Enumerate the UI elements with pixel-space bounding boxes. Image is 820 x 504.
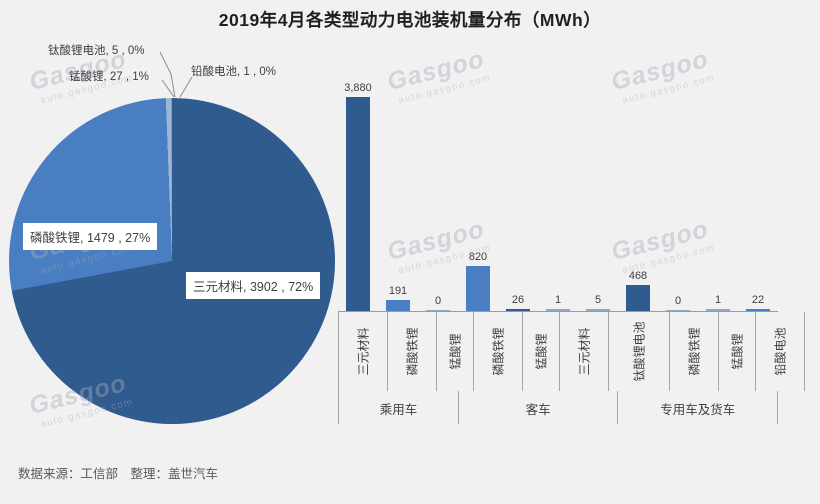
bar-cell: 820 bbox=[458, 83, 498, 311]
material-label: 锰酸锂 bbox=[448, 333, 463, 370]
pie-label-titanate: 钛酸锂电池, 5 , 0% bbox=[48, 45, 145, 57]
material-tick-cell: 锰酸锂 bbox=[437, 312, 475, 391]
material-tick-cell: 磷酸铁锂 bbox=[670, 312, 720, 391]
material-tick-cell: 三元材料 bbox=[560, 312, 610, 391]
bar-专用车及货车-锰酸锂 bbox=[666, 310, 690, 311]
leader-line-manganese bbox=[161, 79, 175, 98]
data-source-note: 数据来源：工信部 整理：盖世汽车 bbox=[18, 467, 219, 481]
material-label: 磷酸铁锂 bbox=[405, 327, 420, 376]
vehicle-group-axis: 乘用车 客车 专用车及货车 bbox=[338, 391, 778, 424]
bar-客车-磷酸铁锂 bbox=[466, 266, 490, 311]
bar-chart: 3,880 191 0 820 26 1 5 468 0 1 22 三元材料 磷酸铁锂 锰酸锂 磷酸铁锂 锰… bbox=[338, 82, 806, 424]
bar-乘用车-三元材料 bbox=[346, 97, 370, 311]
bar-cell: 22 bbox=[738, 83, 778, 311]
bar-专用车及货车-三元材料 bbox=[746, 309, 770, 311]
bar-value-label: 1 bbox=[554, 294, 562, 306]
bar-cell: 0 bbox=[418, 83, 458, 311]
bar-乘用车-锰酸锂 bbox=[426, 310, 450, 311]
bar-value-label: 5 bbox=[594, 294, 602, 306]
material-label: 锰酸锂 bbox=[534, 333, 549, 370]
pie-chart bbox=[9, 98, 335, 424]
material-tick-cell: 磷酸铁锂 bbox=[388, 312, 438, 391]
bar-cell: 26 bbox=[498, 83, 538, 311]
bar-plot-area: 3,880 191 0 820 26 1 5 468 0 1 22 bbox=[338, 82, 778, 312]
bar-cell: 1 bbox=[698, 83, 738, 311]
vehicle-group-label: 乘用车 bbox=[339, 391, 459, 424]
bar-cell: 468 bbox=[618, 83, 658, 311]
material-label: 磷酸铁锂 bbox=[491, 327, 506, 376]
material-label: 三元材料 bbox=[577, 327, 592, 376]
vehicle-group-label: 客车 bbox=[459, 391, 619, 424]
bar-专用车及货车-铅酸电池 bbox=[706, 309, 730, 311]
pie-leader-lines bbox=[159, 51, 193, 98]
bar-value-label: 0 bbox=[434, 295, 442, 307]
bar-value-label: 191 bbox=[388, 285, 408, 297]
pie-label-manganese: 锰酸锂, 27 , 1% bbox=[69, 71, 149, 83]
bar-cell: 0 bbox=[658, 83, 698, 311]
bar-客车-锰酸锂 bbox=[506, 309, 530, 311]
material-tick-cell: 钛酸锂电池 bbox=[609, 312, 671, 391]
vehicle-group-label: 专用车及货车 bbox=[618, 391, 778, 424]
bar-cell: 5 bbox=[578, 83, 618, 311]
bar-客车-钛酸锂电池 bbox=[586, 309, 610, 311]
pie-label-ternary: 三元材料, 3902 , 72% bbox=[186, 272, 321, 299]
bar-value-label: 468 bbox=[628, 270, 648, 282]
bar-cell: 1 bbox=[538, 83, 578, 311]
bar-cell: 3,880 bbox=[338, 82, 378, 311]
material-tick-cell: 锰酸锂 bbox=[719, 312, 757, 391]
material-label: 磷酸铁锂 bbox=[687, 327, 702, 376]
material-label: 铅酸电池 bbox=[773, 327, 788, 376]
material-axis: 三元材料磷酸铁锂锰酸锂磷酸铁锂锰酸锂三元材料钛酸锂电池磷酸铁锂锰酸锂铅酸电池三元… bbox=[338, 312, 806, 391]
bar-专用车及货车-磷酸铁锂 bbox=[626, 285, 650, 311]
chart-title: 2019年4月各类型动力电池装机量分布（MWh） bbox=[218, 10, 602, 30]
leader-line-lead bbox=[179, 76, 193, 98]
material-tick-cell: 磷酸铁锂 bbox=[474, 312, 524, 391]
bar-客车-三元材料 bbox=[546, 309, 570, 311]
bar-value-label: 1 bbox=[714, 294, 722, 306]
bar-value-label: 26 bbox=[511, 294, 525, 306]
leader-line-titanate bbox=[159, 51, 176, 98]
material-label: 钛酸锂电池 bbox=[632, 321, 647, 382]
pie-label-lfp: 磷酸铁锂, 1479 , 27% bbox=[23, 223, 158, 250]
bar-value-label: 0 bbox=[674, 295, 682, 307]
bar-乘用车-磷酸铁锂 bbox=[386, 300, 410, 311]
material-tick-cell: 锰酸锂 bbox=[523, 312, 561, 391]
material-tick-cell: 铅酸电池 bbox=[756, 312, 806, 391]
material-label: 锰酸锂 bbox=[730, 333, 745, 370]
bar-value-label: 820 bbox=[468, 251, 488, 263]
pie-label-lead: 铅酸电池, 1 , 0% bbox=[191, 66, 276, 78]
material-tick-cell: 三元材料 bbox=[339, 312, 389, 391]
material-label: 三元材料 bbox=[356, 327, 371, 376]
bar-cell: 191 bbox=[378, 83, 418, 311]
bar-value-label: 22 bbox=[751, 294, 765, 306]
bar-value-label: 3,880 bbox=[344, 82, 372, 94]
material-tick-cell: 三元材料 bbox=[805, 312, 820, 391]
